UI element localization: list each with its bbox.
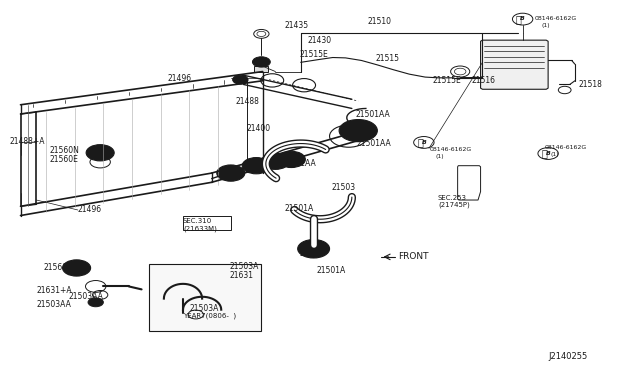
Circle shape — [86, 145, 114, 161]
Text: 21501AA: 21501AA — [355, 109, 390, 119]
Text: B: B — [422, 140, 426, 145]
Text: 21435: 21435 — [285, 21, 309, 30]
Text: Ⓑ: Ⓑ — [417, 137, 423, 147]
Text: 21631: 21631 — [230, 271, 253, 280]
Text: 21496: 21496 — [167, 74, 191, 83]
Circle shape — [261, 153, 289, 169]
Text: 21501AA: 21501AA — [282, 159, 317, 169]
Circle shape — [252, 57, 270, 67]
Text: 21503: 21503 — [332, 183, 356, 192]
Text: 21518: 21518 — [578, 80, 602, 89]
Text: J2140255: J2140255 — [548, 352, 588, 361]
Text: B: B — [520, 16, 525, 21]
Bar — [253, 65, 268, 72]
Text: 21503A: 21503A — [230, 262, 259, 271]
Text: SEC.310: SEC.310 — [183, 218, 212, 224]
Circle shape — [217, 165, 245, 181]
Text: 21631+A: 21631+A — [36, 286, 72, 295]
Text: B: B — [546, 151, 550, 155]
Text: (21633M): (21633M) — [183, 225, 217, 232]
Text: 21496: 21496 — [78, 205, 102, 215]
Text: 21501A: 21501A — [317, 266, 346, 275]
Text: (1): (1) — [436, 154, 445, 159]
Text: 21400: 21400 — [246, 124, 271, 133]
Text: 21503AA: 21503AA — [36, 300, 71, 310]
Bar — [183, 215, 231, 230]
Text: 08146-6162G: 08146-6162G — [535, 16, 577, 20]
Text: 21430: 21430 — [307, 36, 332, 45]
Text: 21501A: 21501A — [285, 203, 314, 213]
Circle shape — [233, 75, 248, 84]
Text: 21503AA: 21503AA — [68, 292, 103, 301]
Text: 21560E: 21560E — [49, 155, 78, 164]
Circle shape — [93, 148, 108, 157]
Text: 08146-6162G: 08146-6162G — [429, 147, 472, 151]
Circle shape — [69, 263, 84, 272]
Text: (1): (1) — [550, 152, 559, 157]
Text: (21745P): (21745P) — [438, 202, 470, 208]
Text: 21515: 21515 — [376, 54, 399, 63]
Polygon shape — [481, 40, 548, 89]
Circle shape — [88, 298, 103, 307]
Circle shape — [243, 158, 270, 174]
Text: 21501AA: 21501AA — [357, 139, 392, 148]
Text: 21560F: 21560F — [44, 263, 72, 272]
Text: Ⓑ: Ⓑ — [541, 148, 547, 158]
Text: Ⓑ: Ⓑ — [516, 14, 522, 24]
Text: FRONT: FRONT — [397, 252, 428, 262]
Text: 21560N: 21560N — [49, 147, 79, 155]
Text: 21488+A: 21488+A — [9, 137, 45, 146]
Text: 21503A: 21503A — [189, 304, 219, 313]
Text: 21515E: 21515E — [433, 76, 461, 85]
Text: YEAR7(0806-  ): YEAR7(0806- ) — [183, 313, 236, 319]
Text: SEC.253: SEC.253 — [438, 195, 467, 201]
Text: 21501: 21501 — [300, 249, 324, 258]
Text: 08146-6162G: 08146-6162G — [544, 145, 586, 150]
Text: 21516: 21516 — [472, 76, 495, 85]
Circle shape — [298, 240, 330, 258]
Circle shape — [339, 119, 378, 142]
Text: (1): (1) — [541, 23, 550, 28]
Circle shape — [277, 151, 305, 167]
Bar — [149, 264, 260, 331]
Text: 21510: 21510 — [368, 17, 392, 26]
Circle shape — [63, 260, 91, 276]
Text: 21488: 21488 — [236, 97, 260, 106]
Text: 21515E: 21515E — [300, 51, 328, 60]
